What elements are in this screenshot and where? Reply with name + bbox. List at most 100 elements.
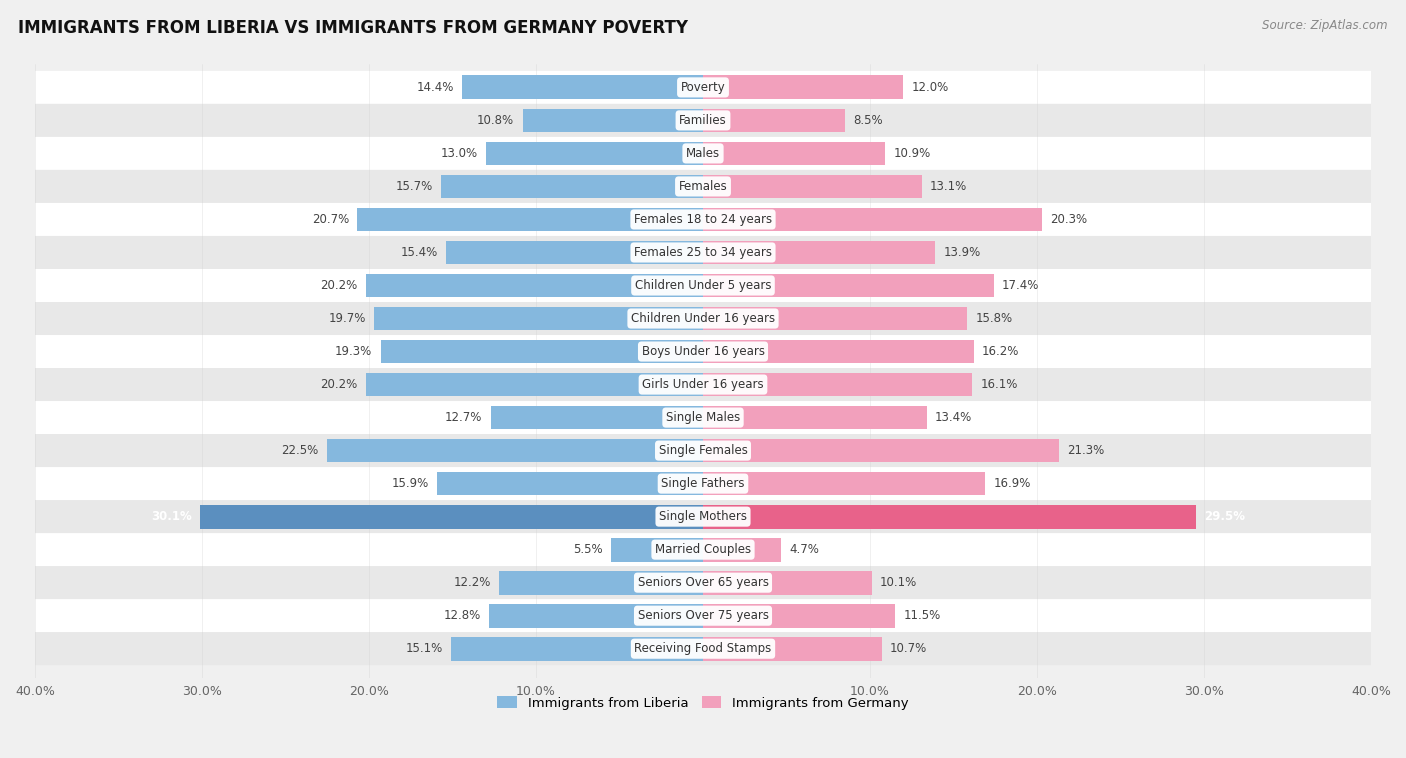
- Text: Males: Males: [686, 147, 720, 160]
- Bar: [703, 208, 1042, 231]
- Bar: [357, 208, 703, 231]
- Bar: [703, 373, 972, 396]
- Text: 12.2%: 12.2%: [454, 576, 491, 589]
- FancyBboxPatch shape: [35, 269, 1371, 302]
- Text: 16.2%: 16.2%: [981, 345, 1019, 358]
- Bar: [446, 240, 703, 265]
- Bar: [366, 274, 703, 297]
- Text: 15.9%: 15.9%: [392, 477, 429, 490]
- Bar: [463, 76, 703, 99]
- Bar: [486, 142, 703, 165]
- Text: 17.4%: 17.4%: [1002, 279, 1039, 292]
- FancyBboxPatch shape: [35, 71, 1371, 104]
- Text: 20.7%: 20.7%: [312, 213, 349, 226]
- Text: 20.3%: 20.3%: [1050, 213, 1087, 226]
- Bar: [451, 637, 703, 660]
- Bar: [489, 604, 703, 628]
- Text: Females: Females: [679, 180, 727, 193]
- Bar: [441, 174, 703, 199]
- Bar: [703, 240, 935, 265]
- Text: Children Under 5 years: Children Under 5 years: [634, 279, 772, 292]
- Text: 19.3%: 19.3%: [335, 345, 373, 358]
- Text: 29.5%: 29.5%: [1204, 510, 1246, 523]
- FancyBboxPatch shape: [35, 500, 1371, 533]
- Bar: [703, 307, 967, 330]
- FancyBboxPatch shape: [35, 533, 1371, 566]
- Text: 22.5%: 22.5%: [281, 444, 319, 457]
- Bar: [612, 537, 703, 562]
- FancyBboxPatch shape: [35, 137, 1371, 170]
- Text: Single Fathers: Single Fathers: [661, 477, 745, 490]
- Bar: [703, 604, 896, 628]
- Text: IMMIGRANTS FROM LIBERIA VS IMMIGRANTS FROM GERMANY POVERTY: IMMIGRANTS FROM LIBERIA VS IMMIGRANTS FR…: [18, 19, 689, 37]
- Text: 11.5%: 11.5%: [904, 609, 941, 622]
- Text: 12.0%: 12.0%: [911, 81, 949, 94]
- Text: Seniors Over 75 years: Seniors Over 75 years: [637, 609, 769, 622]
- Bar: [328, 439, 703, 462]
- Bar: [491, 406, 703, 430]
- Bar: [703, 274, 994, 297]
- Text: 16.1%: 16.1%: [980, 378, 1018, 391]
- Text: Single Mothers: Single Mothers: [659, 510, 747, 523]
- Text: Married Couples: Married Couples: [655, 543, 751, 556]
- Bar: [200, 505, 703, 528]
- Text: 20.2%: 20.2%: [321, 279, 357, 292]
- FancyBboxPatch shape: [35, 401, 1371, 434]
- Bar: [381, 340, 703, 363]
- Text: 15.8%: 15.8%: [976, 312, 1012, 325]
- Text: 13.9%: 13.9%: [943, 246, 981, 259]
- Text: Children Under 16 years: Children Under 16 years: [631, 312, 775, 325]
- Text: 16.9%: 16.9%: [994, 477, 1031, 490]
- FancyBboxPatch shape: [35, 566, 1371, 599]
- Bar: [703, 174, 922, 199]
- Text: 15.7%: 15.7%: [395, 180, 433, 193]
- Bar: [703, 76, 904, 99]
- Text: 13.4%: 13.4%: [935, 411, 973, 424]
- Text: 19.7%: 19.7%: [328, 312, 366, 325]
- Text: 8.5%: 8.5%: [853, 114, 883, 127]
- FancyBboxPatch shape: [35, 335, 1371, 368]
- Text: 12.7%: 12.7%: [446, 411, 482, 424]
- FancyBboxPatch shape: [35, 368, 1371, 401]
- Bar: [703, 108, 845, 133]
- Text: Seniors Over 65 years: Seniors Over 65 years: [637, 576, 769, 589]
- FancyBboxPatch shape: [35, 467, 1371, 500]
- FancyBboxPatch shape: [35, 434, 1371, 467]
- FancyBboxPatch shape: [35, 203, 1371, 236]
- Text: 15.1%: 15.1%: [405, 642, 443, 655]
- Text: 5.5%: 5.5%: [574, 543, 603, 556]
- Text: Females 18 to 24 years: Females 18 to 24 years: [634, 213, 772, 226]
- Text: 4.7%: 4.7%: [790, 543, 820, 556]
- Text: Girls Under 16 years: Girls Under 16 years: [643, 378, 763, 391]
- FancyBboxPatch shape: [35, 104, 1371, 137]
- Text: Single Males: Single Males: [666, 411, 740, 424]
- Text: Families: Families: [679, 114, 727, 127]
- Text: 13.1%: 13.1%: [931, 180, 967, 193]
- Bar: [703, 340, 973, 363]
- Text: Poverty: Poverty: [681, 81, 725, 94]
- Bar: [703, 142, 884, 165]
- Text: 10.7%: 10.7%: [890, 642, 928, 655]
- Text: Source: ZipAtlas.com: Source: ZipAtlas.com: [1263, 19, 1388, 32]
- FancyBboxPatch shape: [35, 236, 1371, 269]
- FancyBboxPatch shape: [35, 632, 1371, 666]
- FancyBboxPatch shape: [35, 170, 1371, 203]
- Text: 20.2%: 20.2%: [321, 378, 357, 391]
- Text: 10.1%: 10.1%: [880, 576, 917, 589]
- Text: 13.0%: 13.0%: [440, 147, 478, 160]
- Bar: [703, 637, 882, 660]
- Legend: Immigrants from Liberia, Immigrants from Germany: Immigrants from Liberia, Immigrants from…: [492, 691, 914, 715]
- Text: 21.3%: 21.3%: [1067, 444, 1104, 457]
- Bar: [703, 439, 1059, 462]
- Bar: [703, 505, 1195, 528]
- Bar: [703, 571, 872, 594]
- Bar: [703, 471, 986, 496]
- Text: 12.8%: 12.8%: [444, 609, 481, 622]
- Bar: [703, 406, 927, 430]
- Text: 10.8%: 10.8%: [477, 114, 515, 127]
- FancyBboxPatch shape: [35, 302, 1371, 335]
- Text: 30.1%: 30.1%: [152, 510, 193, 523]
- Text: Receiving Food Stamps: Receiving Food Stamps: [634, 642, 772, 655]
- Text: Boys Under 16 years: Boys Under 16 years: [641, 345, 765, 358]
- Bar: [523, 108, 703, 133]
